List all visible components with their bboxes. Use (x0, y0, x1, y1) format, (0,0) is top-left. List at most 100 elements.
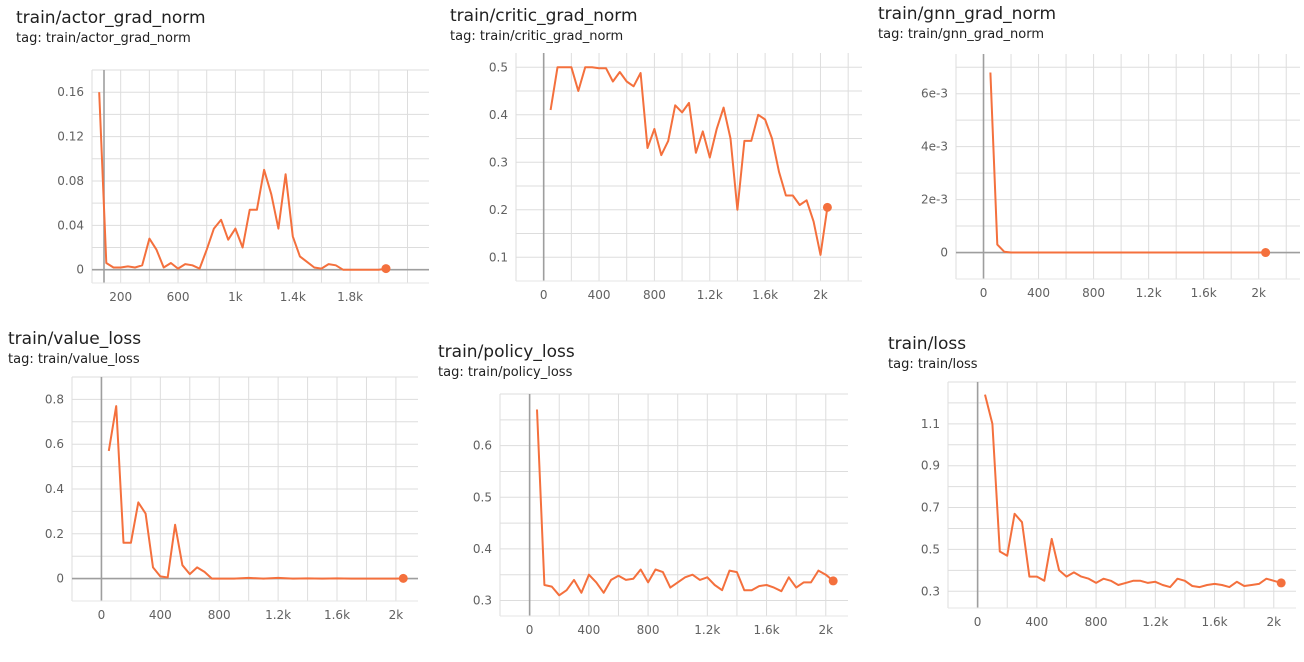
line-chart: 0 400 800 1.2k 1.6k 2k 0 0.2 0.4 0.6 0.8 (45, 376, 418, 622)
chart-title: train/value_loss (8, 329, 142, 349)
x-tick-label: 800 (208, 608, 231, 622)
line-chart: 200 600 1k 1.4k 1.8k 0 0.04 0.08 0.12 0.16 (57, 69, 429, 304)
y-tick-label: 0.4 (45, 482, 64, 496)
chart-title: train/gnn_grad_norm (878, 4, 1057, 24)
series-line (984, 394, 1282, 589)
x-tick-label: 800 (637, 623, 660, 637)
series-last-point (822, 202, 832, 212)
x-tick-label: 2k (1251, 286, 1266, 300)
x-tick-label: 0 (98, 608, 106, 622)
x-tick-label: 200 (109, 290, 132, 304)
x-tick-label: 1.8k (337, 290, 363, 304)
x-tick-label: 1.6k (754, 623, 780, 637)
chart-panel-critic: train/critic_grad_norm tag: train/critic… (450, 6, 880, 326)
y-tick-label: 0.16 (57, 85, 84, 99)
grid (71, 376, 418, 602)
x-tick-label: 400 (1027, 286, 1050, 300)
grid (947, 381, 1296, 608)
y-tick-label: 6e-3 (921, 87, 948, 101)
line-chart: 0 400 800 1.2k 1.6k 2k 0 2e-3 4e-3 6e-3 (921, 54, 1300, 300)
x-tick-label: 1.6k (1191, 286, 1217, 300)
y-tick-label: 0.3 (489, 155, 508, 169)
y-tick-label: 0 (76, 263, 84, 277)
chart-panel-loss: train/loss tag: train/loss 0 400 800 1.2k 1.… (888, 334, 1304, 654)
grid (515, 53, 862, 282)
y-tick-label: 0.9 (921, 459, 940, 473)
line-chart: 0 400 800 1.2k 1.6k 2k 0.3 0.4 0.5 0.6 (473, 393, 848, 637)
series-last-point (1261, 248, 1271, 258)
chart-title: train/critic_grad_norm (450, 6, 638, 26)
y-tick-label: 0.12 (57, 130, 84, 144)
chart-panel-gnn: train/gnn_grad_norm tag: train/gnn_grad_… (878, 4, 1304, 324)
chart-tag: tag: train/critic_grad_norm (450, 29, 624, 44)
series-last-point (381, 264, 391, 274)
x-tick-label: 600 (167, 290, 190, 304)
x-tick-label: 1.2k (265, 608, 291, 622)
y-tick-label: 0.4 (473, 542, 492, 556)
series-line (107, 405, 404, 580)
series-last-point (828, 576, 838, 586)
chart-tag: tag: train/gnn_grad_norm (878, 27, 1044, 42)
chart-tag: tag: train/policy_loss (438, 365, 573, 380)
y-tick-label: 0 (940, 246, 948, 260)
x-tick-label: 2k (389, 608, 404, 622)
y-tick-label: 2e-3 (921, 193, 948, 207)
y-tick-label: 0.7 (921, 501, 940, 515)
chart-tag: tag: train/loss (888, 357, 978, 372)
x-tick-label: 1.2k (1142, 615, 1168, 629)
series-line (98, 92, 387, 271)
grid (499, 393, 848, 616)
series-line (989, 72, 1266, 254)
y-tick-label: 4e-3 (921, 140, 948, 154)
x-tick-label: 800 (1085, 615, 1108, 629)
x-tick-label: 2k (818, 623, 833, 637)
y-tick-label: 0.6 (45, 437, 64, 451)
y-tick-label: 0.6 (473, 439, 492, 453)
x-tick-label: 800 (1082, 286, 1105, 300)
x-tick-label: 2k (813, 288, 828, 302)
x-tick-label: 400 (149, 608, 172, 622)
series-line (536, 409, 834, 597)
x-tick-label: 0 (526, 623, 534, 637)
chart-tag: tag: train/value_loss (8, 352, 140, 367)
chart-title: train/loss (888, 334, 967, 354)
chart-tag: tag: train/actor_grad_norm (16, 31, 191, 46)
y-tick-label: 0.5 (921, 542, 940, 556)
chart-panel-value: train/value_loss tag: train/value_loss 0… (8, 329, 438, 649)
y-tick-label: 0.1 (489, 250, 508, 264)
x-tick-label: 1.6k (752, 288, 778, 302)
chart-panel-policy: train/policy_loss tag: train/policy_loss… (438, 342, 868, 662)
y-tick-label: 0.2 (489, 203, 508, 217)
x-tick-label: 0 (540, 288, 548, 302)
y-tick-label: 0.8 (45, 392, 64, 406)
series-last-point (1276, 578, 1286, 588)
chart-panel-actor: train/actor_grad_norm tag: train/actor_g… (16, 8, 446, 328)
y-tick-label: 1.1 (921, 417, 940, 431)
x-tick-label: 1.2k (694, 623, 720, 637)
y-tick-label: 0.2 (45, 527, 64, 541)
x-tick-label: 1.2k (1136, 286, 1162, 300)
x-tick-label: 1.6k (324, 608, 350, 622)
x-tick-label: 1.4k (280, 290, 306, 304)
y-tick-label: 0.04 (57, 218, 84, 232)
grid (91, 69, 429, 283)
series-last-point (398, 573, 408, 583)
x-tick-label: 400 (1025, 615, 1048, 629)
y-tick-label: 0.08 (57, 174, 84, 188)
chart-title: train/policy_loss (438, 342, 575, 362)
series-line (549, 66, 829, 256)
y-tick-label: 0.3 (473, 594, 492, 608)
x-tick-label: 0 (974, 615, 982, 629)
x-tick-label: 800 (643, 288, 666, 302)
line-chart: 0 400 800 1.2k 1.6k 2k 0.1 0.2 0.3 0.4 0.5 (489, 53, 862, 302)
y-tick-label: 0.3 (921, 584, 940, 598)
y-tick-label: 0.4 (489, 108, 508, 122)
x-tick-label: 2k (1266, 615, 1281, 629)
x-tick-label: 0 (980, 286, 988, 300)
x-tick-label: 1k (228, 290, 243, 304)
x-tick-label: 400 (588, 288, 611, 302)
y-tick-label: 0.5 (489, 60, 508, 74)
chart-title: train/actor_grad_norm (16, 8, 206, 28)
y-tick-label: 0.5 (473, 490, 492, 504)
x-tick-label: 1.6k (1202, 615, 1228, 629)
